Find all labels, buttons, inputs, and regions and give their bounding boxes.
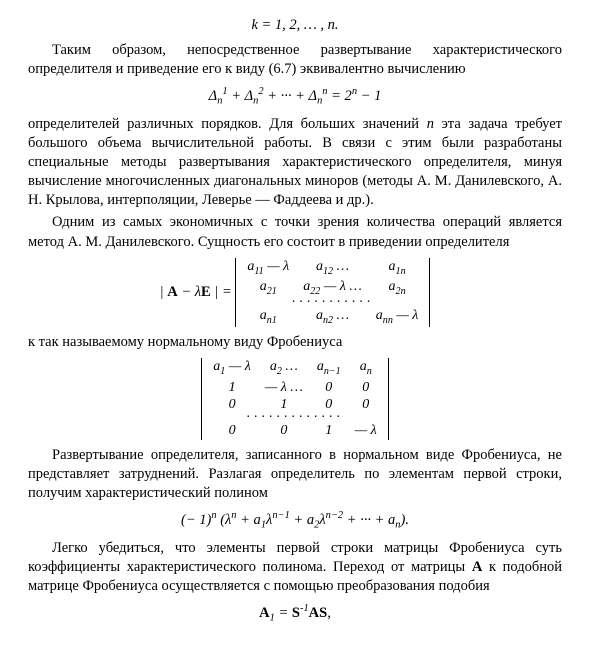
det-bar-right-2 xyxy=(388,358,389,439)
para-5: Развертывание определителя, записанного … xyxy=(28,446,562,503)
matrix1-determinant: a11 — λa12 …a1n a21a22 — λ …a2n ········… xyxy=(235,258,430,328)
equation-matrix-a-minus-lambda: | A − λE | = a11 — λa12 …a1n a21a22 — λ … xyxy=(28,258,562,328)
equation-frobenius-matrix: a1 — λa2 …an−1an 1— λ …00 0100 ·········… xyxy=(28,358,562,439)
matrix2-row-0: a1 — λa2 …an−1an xyxy=(206,358,383,378)
matrix1-table: a11 — λa12 …a1n a21a22 — λ …a2n ········… xyxy=(240,258,425,328)
matrix2-determinant: a1 — λa2 …an−1an 1— λ …00 0100 ·········… xyxy=(201,358,388,439)
matrix2-row-1: 1— λ …00 xyxy=(206,379,383,397)
matrix2-table: a1 — λa2 …an−1an 1— λ …00 0100 ·········… xyxy=(206,358,383,439)
equation-delta-sum: Δn1 + Δn2 + ··· + Δnn = 2n − 1 xyxy=(28,85,562,108)
matrix1-row-3: an1an2 …ann — λ xyxy=(240,307,425,327)
matrix2-row-4: 001— λ xyxy=(206,422,383,440)
para-4: к так называемому нормальному виду Фробе… xyxy=(28,333,562,352)
equation-k-range: k = 1, 2, … , n. xyxy=(28,16,562,35)
equation-similarity: A1 = S-1AS, xyxy=(28,602,562,625)
det-bar-right xyxy=(429,258,430,328)
det-bar-left xyxy=(235,258,236,328)
matrix1-row-0: a11 — λa12 …a1n xyxy=(240,258,425,278)
para-1: Таким образом, непосредственное разверты… xyxy=(28,41,562,79)
matrix1-prefix: | A − λE | = xyxy=(160,284,232,300)
matrix1-row-dots: ··········· xyxy=(240,299,425,307)
para-3: Одним из самых экономичных с точки зрени… xyxy=(28,213,562,251)
para-6: Легко убедиться, что элементы первой стр… xyxy=(28,539,562,596)
matrix2-row-dots: ············· xyxy=(206,414,383,422)
det-bar-left-2 xyxy=(201,358,202,439)
equation-char-polynomial: (− 1)n (λn + a1λn−1 + a2λn−2 + ··· + an)… xyxy=(28,509,562,532)
para-2: определителей различных порядков. Для бо… xyxy=(28,115,562,211)
